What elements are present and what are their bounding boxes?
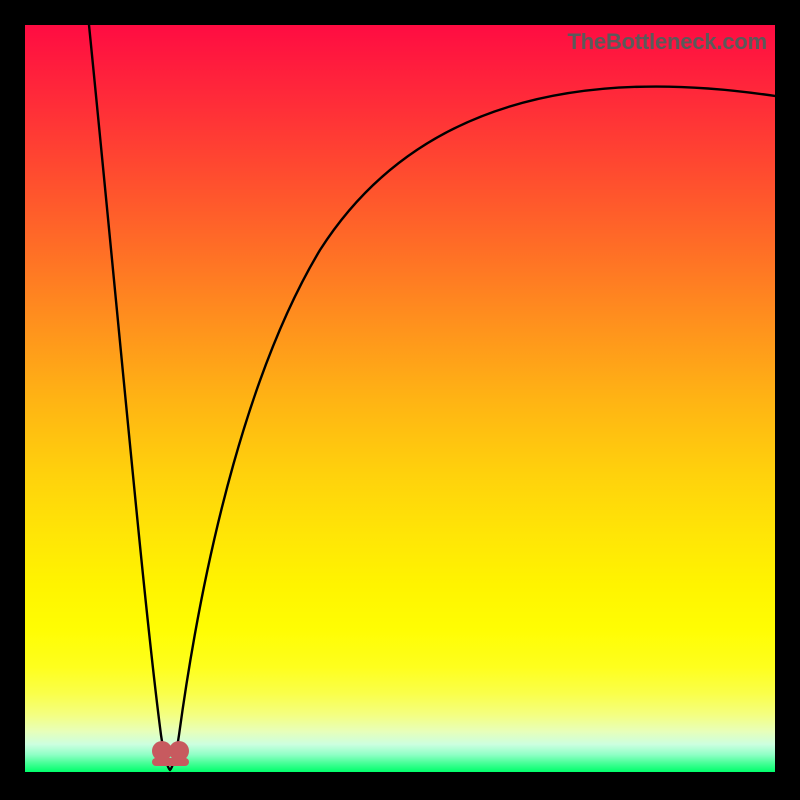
min-marker-link (152, 758, 189, 766)
plot-area: TheBottleneck.com (25, 25, 775, 772)
watermark-text: TheBottleneck.com (567, 29, 767, 55)
chart-container: TheBottleneck.com (0, 0, 800, 800)
bottleneck-curve (89, 25, 775, 770)
curve-svg (25, 25, 775, 772)
